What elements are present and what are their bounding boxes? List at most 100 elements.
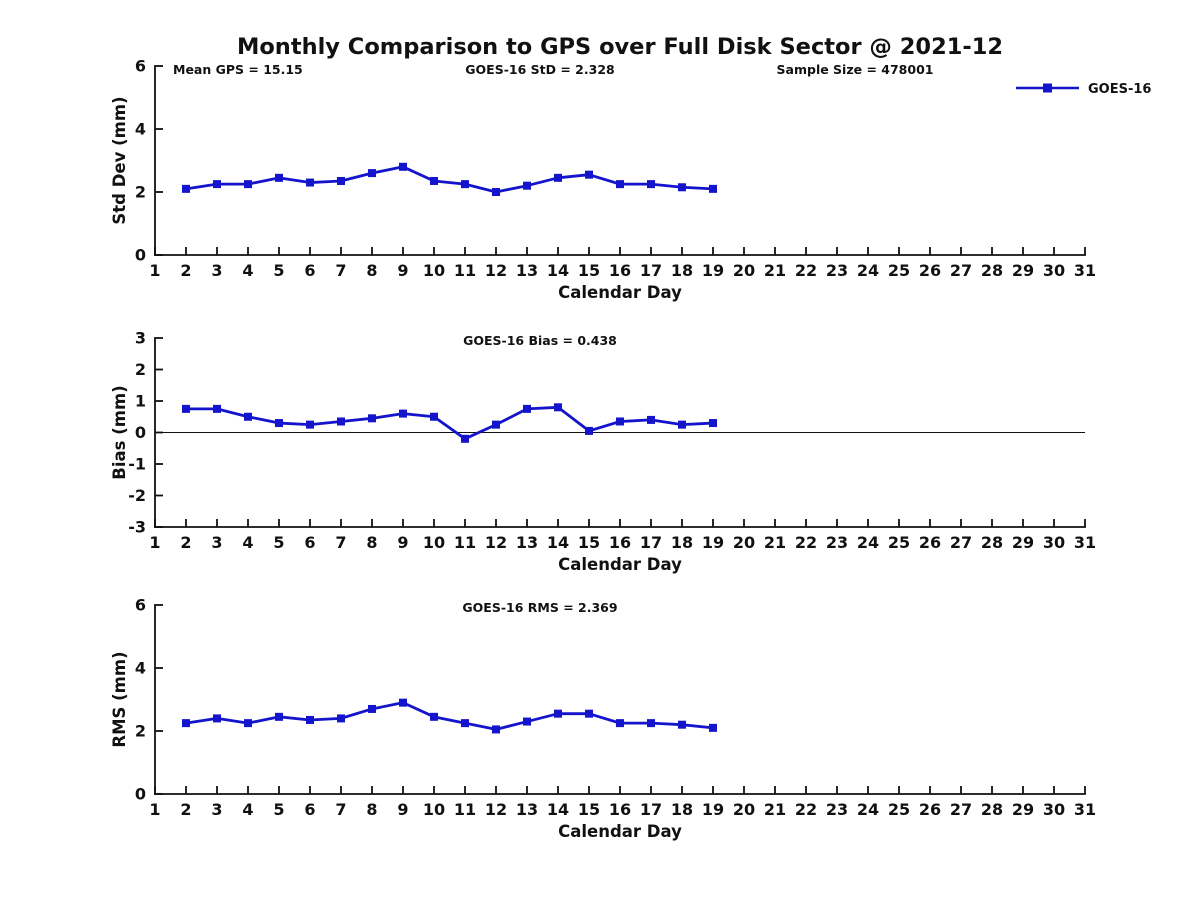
y-tick-label: 2 — [135, 360, 146, 379]
x-tick-label: 27 — [950, 800, 972, 819]
bias-plot-title: GOES-16 Bias = 0.438 — [463, 333, 617, 348]
x-tick-label: 10 — [423, 533, 445, 552]
x-tick-label: 26 — [919, 800, 941, 819]
y-tick-label: 3 — [135, 329, 146, 348]
rms-x-axis-label: Calendar Day — [558, 822, 682, 841]
x-tick-label: 1 — [149, 533, 160, 552]
x-tick-label: 22 — [795, 533, 817, 552]
figure-title: Monthly Comparison to GPS over Full Disk… — [237, 34, 1003, 60]
data-point-marker — [523, 181, 531, 190]
data-point-marker — [306, 178, 314, 187]
data-point-marker — [709, 419, 717, 428]
data-point-marker — [430, 412, 438, 421]
x-tick-label: 22 — [795, 800, 817, 819]
x-tick-label: 25 — [888, 800, 910, 819]
x-tick-label: 2 — [180, 533, 191, 552]
data-point-marker — [399, 698, 407, 707]
y-tick-label: -1 — [128, 455, 146, 474]
data-point-marker — [554, 403, 562, 412]
x-tick-label: 22 — [795, 261, 817, 280]
x-tick-label: 17 — [640, 261, 662, 280]
data-point-marker — [461, 434, 469, 443]
x-tick-label: 23 — [826, 533, 848, 552]
data-point-marker — [306, 715, 314, 724]
bias-x-axis-label: Calendar Day — [558, 555, 682, 574]
y-tick-label: 1 — [135, 392, 146, 411]
data-point-marker — [647, 180, 655, 189]
data-point-marker — [523, 404, 531, 413]
data-point-marker — [213, 180, 221, 189]
data-point-marker — [492, 420, 500, 429]
y-tick-label: 4 — [135, 659, 146, 678]
data-point-marker — [399, 409, 407, 418]
rms-y-axis-label: RMS (mm) — [110, 651, 129, 747]
data-point-marker — [182, 719, 190, 728]
x-tick-label: 14 — [547, 800, 569, 819]
x-tick-label: 23 — [826, 261, 848, 280]
data-point-marker — [461, 180, 469, 189]
data-point-marker — [585, 709, 593, 718]
data-point-marker — [678, 183, 686, 192]
y-tick-label: 0 — [135, 246, 146, 265]
x-tick-label: 13 — [516, 533, 538, 552]
x-tick-label: 15 — [578, 800, 600, 819]
x-tick-label: 2 — [180, 800, 191, 819]
x-tick-label: 27 — [950, 533, 972, 552]
data-point-marker — [275, 173, 283, 182]
x-tick-label: 16 — [609, 800, 631, 819]
data-point-marker — [182, 184, 190, 193]
x-tick-label: 29 — [1012, 261, 1034, 280]
y-tick-label: 0 — [135, 423, 146, 442]
x-tick-label: 11 — [454, 800, 476, 819]
x-tick-label: 4 — [242, 261, 253, 280]
x-tick-label: 3 — [211, 261, 222, 280]
data-point-marker — [678, 420, 686, 429]
data-point-marker — [523, 717, 531, 726]
y-tick-label: 2 — [135, 722, 146, 741]
x-tick-label: 4 — [242, 533, 253, 552]
x-tick-label: 9 — [397, 800, 408, 819]
data-point-marker — [368, 169, 376, 178]
y-tick-label: -2 — [128, 486, 146, 505]
series-line-goes-16 — [184, 701, 715, 731]
data-point-marker — [585, 170, 593, 179]
legend-label: GOES-16 — [1088, 82, 1151, 97]
x-tick-label: 31 — [1074, 261, 1096, 280]
data-point-marker — [616, 719, 624, 728]
x-tick-label: 8 — [366, 533, 377, 552]
x-tick-label: 15 — [578, 533, 600, 552]
x-tick-label: 26 — [919, 261, 941, 280]
x-tick-label: 3 — [211, 800, 222, 819]
x-tick-label: 30 — [1043, 800, 1065, 819]
x-tick-label: 1 — [149, 261, 160, 280]
x-tick-label: 20 — [733, 800, 755, 819]
data-point-marker — [616, 180, 624, 189]
x-tick-label: 1 — [149, 800, 160, 819]
x-tick-label: 5 — [273, 261, 284, 280]
x-tick-label: 12 — [485, 800, 507, 819]
x-tick-label: 26 — [919, 533, 941, 552]
x-tick-label: 18 — [671, 800, 693, 819]
data-point-marker — [182, 404, 190, 413]
std-dev-x-axis-label: Calendar Day — [558, 283, 682, 302]
x-tick-label: 19 — [702, 533, 724, 552]
x-tick-label: 14 — [547, 261, 569, 280]
legend-square-marker-icon — [1043, 83, 1052, 93]
y-tick-label: 2 — [135, 183, 146, 202]
data-point-marker — [213, 404, 221, 413]
x-tick-label: 30 — [1043, 261, 1065, 280]
x-tick-label: 11 — [454, 261, 476, 280]
x-tick-label: 5 — [273, 533, 284, 552]
data-point-marker — [647, 719, 655, 728]
x-tick-label: 14 — [547, 533, 569, 552]
bias-y-axis-label: Bias (mm) — [110, 385, 129, 479]
data-point-marker — [368, 704, 376, 713]
data-point-marker — [306, 420, 314, 429]
data-point-marker — [275, 419, 283, 428]
x-tick-label: 7 — [335, 800, 346, 819]
rms-plot: GOES-16 RMS = 2.369 RMS (mm) Calendar Da… — [110, 596, 1096, 842]
data-point-marker — [461, 719, 469, 728]
x-tick-label: 20 — [733, 261, 755, 280]
